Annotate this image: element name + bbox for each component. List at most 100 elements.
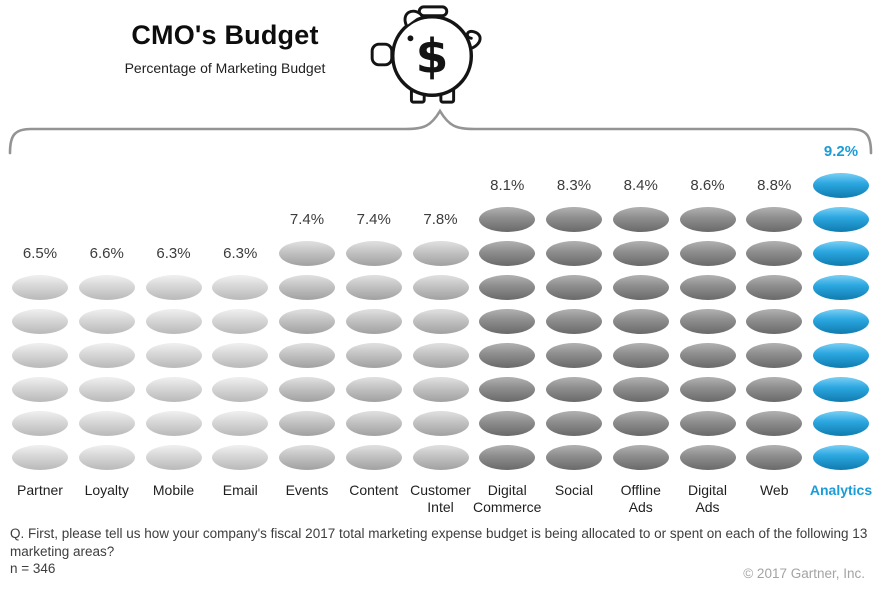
coin-stack: 8.1%: [475, 148, 539, 470]
sample-size: n = 346: [10, 561, 56, 576]
coin-disc: [612, 241, 669, 266]
brace-bracket: [8, 108, 873, 155]
value-label: 6.6%: [89, 245, 124, 262]
coin-stack: 7.8%: [409, 148, 473, 470]
coin-disc: [612, 207, 669, 232]
dollar-sign: $: [416, 30, 449, 85]
coin-disc: [412, 343, 469, 368]
coin-disc: [546, 445, 602, 470]
value-label: 8.3%: [556, 177, 592, 194]
coin-disc: [546, 343, 602, 368]
coin-stack: 8.3%: [542, 148, 606, 470]
coin-disc: [479, 343, 536, 368]
category-label: Mobile: [152, 482, 195, 498]
category-label: Customer Intel: [410, 482, 471, 515]
coin-disc: [12, 377, 68, 402]
coin-disc: [546, 377, 602, 402]
coin-disc: [813, 377, 869, 402]
pig-eye: [407, 35, 414, 42]
coin-disc: [679, 207, 736, 232]
coin-disc: [145, 377, 202, 402]
coin-disc: [612, 309, 669, 334]
coin-disc: [813, 309, 869, 334]
coin-stack: 6.5%: [8, 148, 72, 470]
coin-disc: [746, 377, 803, 402]
coin-disc: [746, 275, 803, 300]
value-label: 6.5%: [22, 245, 58, 262]
coin-disc: [479, 377, 536, 402]
coin-stack: 6.3%: [142, 148, 206, 470]
coin-stack: 7.4%: [275, 148, 339, 470]
coin-disc: [345, 343, 402, 368]
coin-disc: [145, 343, 202, 368]
value-label: 6.3%: [223, 245, 258, 262]
coin-disc: [78, 377, 135, 402]
value-label: 7.4%: [356, 211, 391, 228]
coin-disc: [78, 309, 135, 334]
category-label: Analytics: [809, 482, 873, 498]
value-label: 8.6%: [690, 177, 725, 194]
coin-disc: [479, 275, 536, 300]
chart-column-customer-intel: 7.8% Customer Intel: [409, 148, 473, 515]
coin-disc: [12, 343, 68, 368]
coin-stack: 6.3%: [208, 148, 272, 470]
coin-disc: [746, 445, 803, 470]
chart-subtitle: Percentage of Marketing Budget: [124, 60, 326, 76]
coin-disc: [479, 445, 536, 470]
coin-disc: [279, 275, 335, 300]
category-label: Events: [285, 482, 329, 498]
category-label: Digital Ads: [688, 482, 727, 515]
coin-disc: [479, 309, 536, 334]
coin-disc: [679, 309, 736, 334]
chart-column-partner: 6.5% Partner: [8, 148, 72, 499]
pig-snout: [370, 42, 394, 67]
coin-disc: [479, 411, 536, 436]
coin-disc: [412, 377, 469, 402]
value-label: 8.1%: [490, 177, 525, 194]
coin-disc: [279, 241, 335, 266]
chart-column-web: 8.8% Web: [742, 148, 806, 499]
coin-disc: [612, 275, 669, 300]
chart-column-content: 7.4% Content: [342, 148, 406, 499]
coin-disc: [345, 309, 402, 334]
coin-disc: [212, 343, 269, 368]
coin-disc: [145, 445, 202, 470]
coin-disc: [679, 343, 736, 368]
coin-disc: [546, 241, 602, 266]
coin-stack: 7.4%: [342, 148, 406, 470]
coin-disc: [145, 309, 202, 334]
chart-column-analytics: 9.2% Analytics: [809, 143, 873, 499]
coin-stack: 8.6%: [676, 148, 740, 470]
coin-disc: [546, 411, 602, 436]
coin-disc: [746, 343, 803, 368]
coin-disc: [612, 445, 669, 470]
coin-disc: [546, 207, 602, 232]
coin-disc: [279, 343, 335, 368]
chart-column-digital-ads: 8.6% Digital Ads: [676, 148, 740, 515]
coin-disc: [78, 445, 135, 470]
value-label: 7.8%: [423, 211, 458, 228]
coin-disc: [345, 411, 402, 436]
pig-ear: [403, 9, 423, 28]
coin-disc: [279, 411, 335, 436]
coin-disc: [78, 343, 135, 368]
category-label: Partner: [17, 482, 63, 498]
coin-stack: 6.6%: [75, 148, 139, 470]
chart-column-events: 7.4% Events: [275, 148, 339, 499]
coin-slot-icon: [417, 5, 449, 18]
value-label: 7.4%: [289, 211, 325, 228]
coin-disc: [12, 411, 68, 436]
survey-question: Q. First, please tell us how your compan…: [10, 526, 868, 559]
coin-disc: [412, 241, 469, 266]
coin-disc: [746, 411, 803, 436]
category-label: Offline Ads: [620, 482, 661, 515]
chart-column-loyalty: 6.6% Loyalty: [75, 148, 139, 499]
value-label: 6.3%: [156, 245, 191, 262]
coin-disc: [813, 241, 869, 266]
coin-disc: [679, 275, 736, 300]
category-label: Digital Commerce: [473, 482, 542, 515]
chart-column-email: 6.3% Email: [208, 148, 272, 499]
coin-disc: [78, 275, 135, 300]
coin-disc: [412, 309, 469, 334]
chart-column-social: 8.3% Social: [542, 148, 606, 499]
